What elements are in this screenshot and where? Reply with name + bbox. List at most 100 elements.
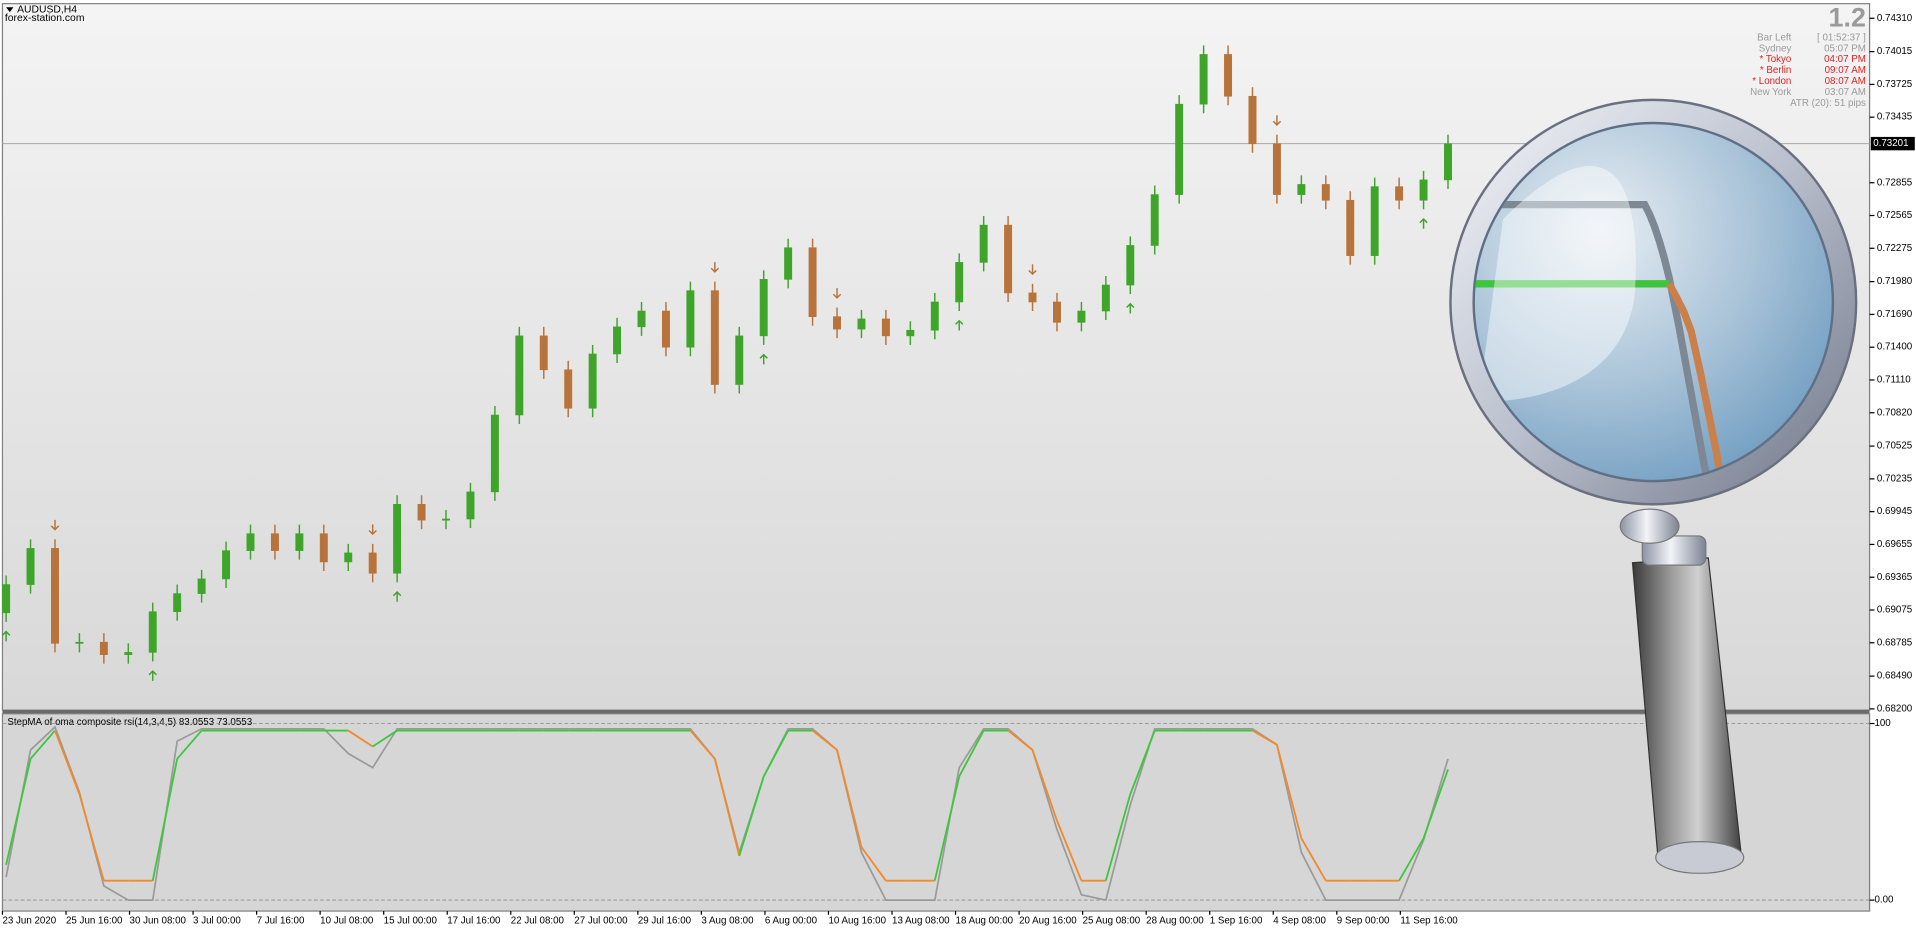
candle-body — [26, 548, 35, 585]
y-tick-label: 0.74015 — [1877, 46, 1913, 57]
current-price-label: 0.73201 — [1873, 138, 1908, 149]
x-tick-label: 18 Aug 00:00 — [956, 915, 1014, 926]
x-tick-label: 3 Aug 08:00 — [701, 915, 754, 926]
magnifier-cap — [1655, 841, 1745, 874]
signal-down-arrow — [1272, 115, 1282, 126]
step-ma-segment — [812, 729, 838, 751]
candle-body — [1346, 199, 1355, 256]
x-tick-label: 15 Jul 00:00 — [384, 915, 438, 926]
step-ma-segment — [1252, 729, 1278, 746]
candle-body — [881, 318, 890, 337]
candle-body — [197, 578, 206, 594]
candle-body — [1321, 184, 1330, 201]
candle-body — [906, 329, 915, 337]
step-ma-segment — [372, 729, 398, 748]
signal-up-arrow — [148, 670, 157, 681]
lens-glare — [1478, 166, 1636, 402]
step-ma-segment — [176, 729, 203, 760]
indicator-plot — [2, 723, 1870, 902]
indicator-title: StepMA of oma composite rsi(14,3,4,5) 83… — [7, 717, 252, 728]
x-tick-label: 13 Aug 08:00 — [892, 915, 950, 926]
x-tick-label: 25 Jun 16:00 — [66, 915, 123, 926]
signal-down-arrow — [832, 288, 842, 299]
y-tick-label: 0.70235 — [1877, 473, 1913, 484]
step-ma-segment — [5, 758, 32, 865]
step-ma-segment — [1031, 749, 1058, 821]
signal-up-arrow — [1419, 218, 1428, 229]
step-ma-segment — [29, 729, 56, 760]
candle-body — [661, 310, 670, 348]
candle-body — [1419, 179, 1428, 201]
step-ma-segment — [78, 793, 105, 881]
y-tick-label: 0.68785 — [1877, 637, 1913, 648]
x-tick-label: 1 Sep 16:00 — [1210, 915, 1263, 926]
step-ma-segment — [1104, 793, 1132, 881]
lens-gray-line — [1500, 200, 1712, 480]
y-tick-label: 0.71400 — [1877, 342, 1913, 353]
y-tick-label: 0.71980 — [1877, 276, 1913, 287]
step-ma-segment — [1422, 769, 1449, 839]
x-tick-label: 22 Jul 08:00 — [511, 915, 565, 926]
y-tick-label: 0.74310 — [1877, 13, 1913, 24]
x-tick-label: 7 Jul 16:00 — [257, 915, 305, 926]
info-row-label: Bar Left — [1757, 32, 1791, 43]
candle-body — [1053, 301, 1061, 323]
step-ma-segment — [933, 776, 961, 881]
candle-body — [99, 641, 108, 655]
step-ma-segment — [689, 729, 716, 760]
signal-up-arrow — [955, 319, 964, 331]
candle-body — [124, 652, 133, 655]
x-tick-label: 10 Jul 08:00 — [320, 915, 374, 926]
candle-body — [1150, 194, 1159, 246]
candle-body — [759, 279, 768, 337]
x-tick-label: 6 Aug 00:00 — [765, 915, 818, 926]
magnifier-ring — [1619, 508, 1680, 544]
step-ma-segment — [713, 758, 741, 857]
candle-body — [2, 584, 11, 614]
info-row-value: 04:07 PM — [1824, 54, 1866, 65]
signal-up-arrow — [1, 630, 11, 642]
step-ma-segment — [1300, 837, 1327, 882]
candle-body — [735, 335, 744, 385]
y-tick-label: 0.00 — [1874, 895, 1894, 906]
candle-body — [246, 533, 255, 551]
candle-body — [75, 641, 84, 644]
watermark: forex-station.com — [5, 13, 85, 24]
signal-up-arrow — [1126, 302, 1135, 314]
step-ma-segment — [958, 730, 985, 777]
y-tick-label: 0.72275 — [1877, 243, 1913, 254]
step-ma-segment — [836, 749, 863, 848]
lens-content — [1474, 166, 1725, 480]
candle-body — [564, 369, 573, 409]
y-tick-label: 100 — [1874, 718, 1891, 729]
candle-body — [1224, 54, 1233, 97]
candle-body — [979, 224, 988, 263]
y-tick-label: 0.69365 — [1877, 572, 1913, 583]
y-tick-label: 0.71690 — [1877, 309, 1913, 320]
symbol-menu-icon[interactable] — [6, 7, 14, 13]
step-ma-segment — [860, 846, 887, 882]
lens-orange-line — [1665, 282, 1725, 476]
y-tick-label: 0.69945 — [1877, 506, 1913, 517]
atr-label: ATR (20): 51 pips — [1790, 98, 1866, 109]
step-ma-segment — [1056, 820, 1083, 882]
y-tick-label: 0.72855 — [1877, 177, 1913, 188]
signal-down-arrow — [710, 262, 720, 273]
info-row-label: * London — [1752, 76, 1791, 87]
step-ma-segment — [1398, 837, 1425, 882]
step-ma-segment — [762, 730, 789, 777]
x-tick-label: 28 Aug 00:00 — [1146, 915, 1204, 926]
candle-body — [515, 335, 524, 416]
y-tick-label: 0.72565 — [1877, 210, 1913, 221]
x-tick-label: 10 Aug 16:00 — [828, 915, 886, 926]
candle-body — [442, 518, 450, 521]
candle-body — [1028, 292, 1037, 303]
candle-body — [930, 301, 939, 331]
x-tick-label: 11 Sep 16:00 — [1400, 915, 1458, 926]
candle-body — [319, 533, 328, 563]
candle-body — [637, 310, 646, 328]
candle-body — [1101, 284, 1110, 312]
magnifier — [1449, 98, 1858, 874]
x-tick-label: 29 Jul 16:00 — [638, 915, 692, 926]
candle-body — [710, 290, 719, 385]
